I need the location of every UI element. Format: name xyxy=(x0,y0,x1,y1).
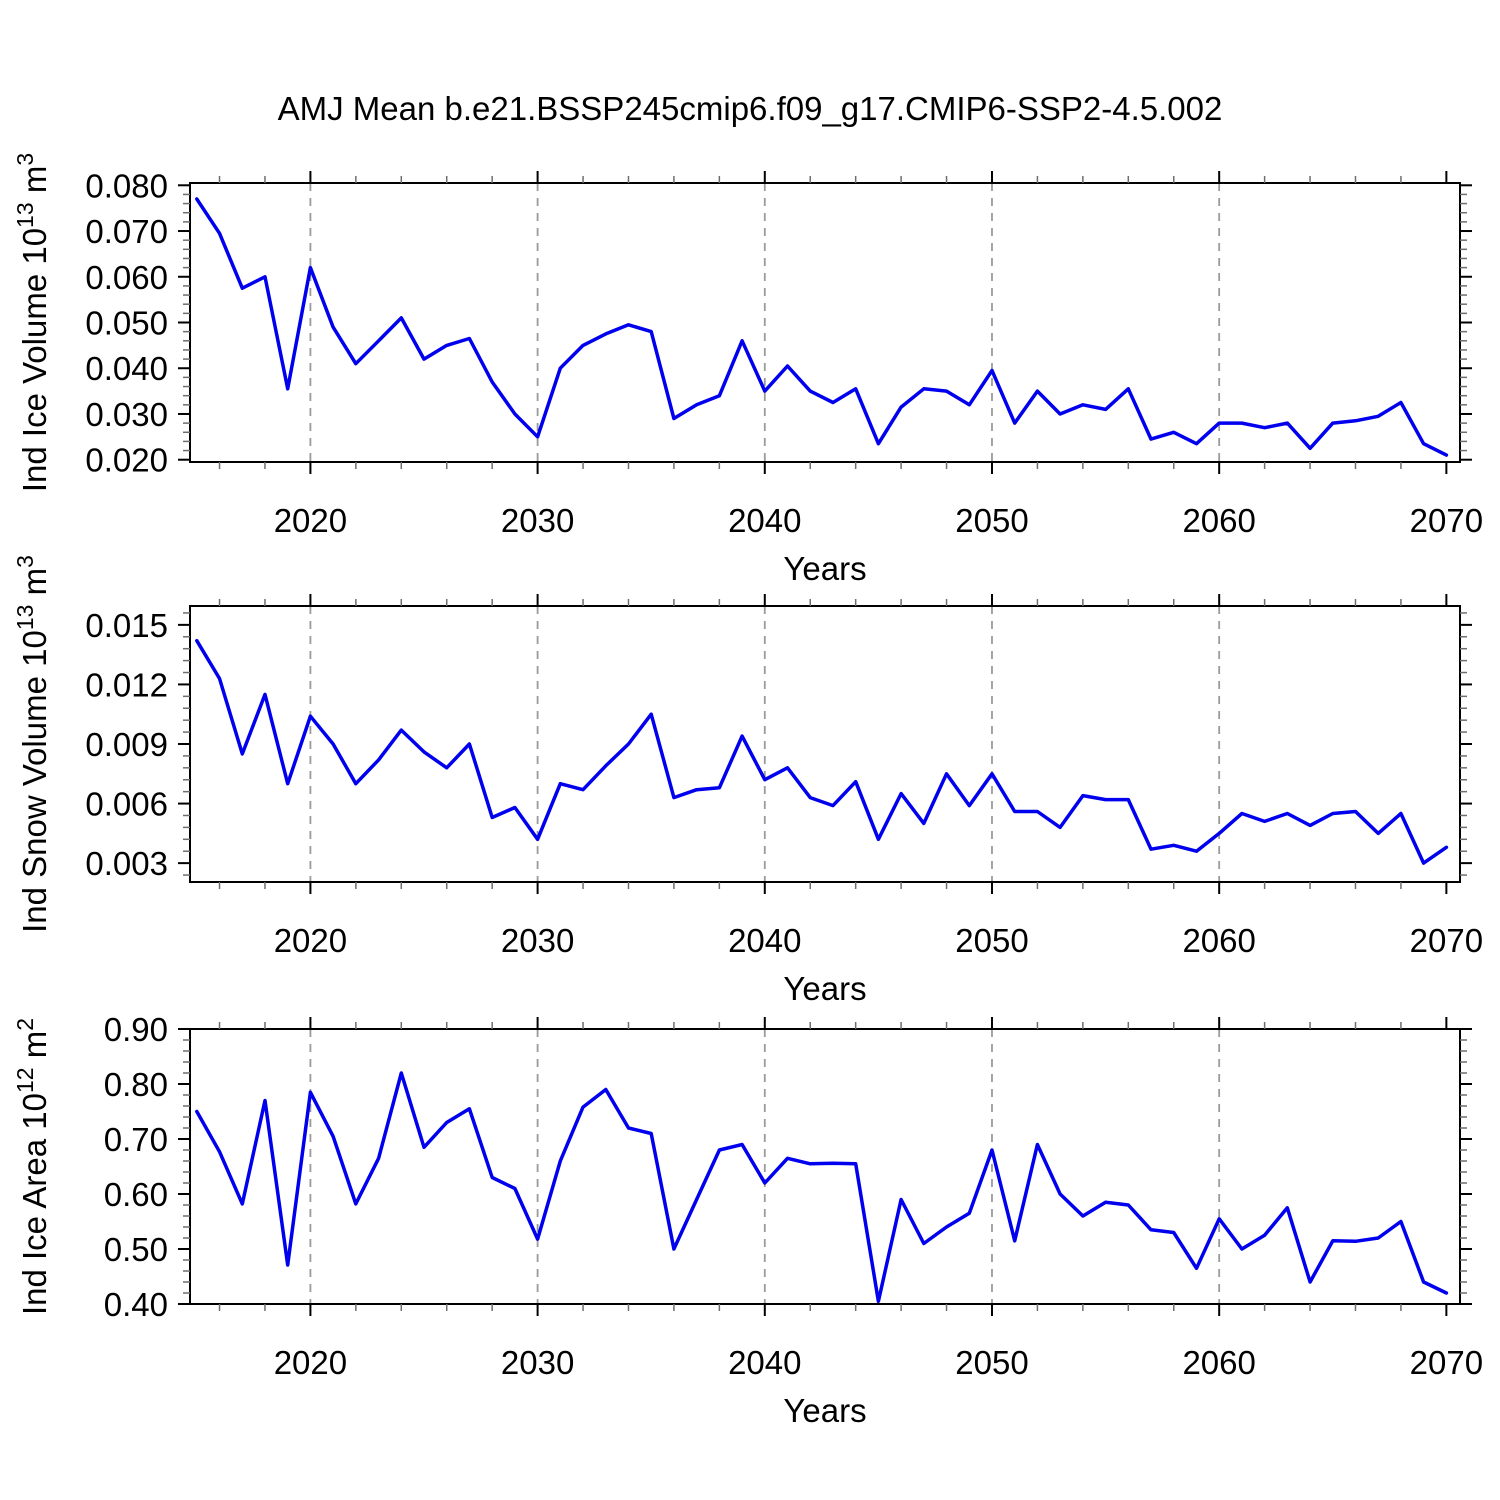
y-tick-label: 0.70 xyxy=(104,1121,168,1158)
x-tick-label: 2070 xyxy=(1410,922,1483,959)
y-tick-label: 0.90 xyxy=(104,1011,168,1048)
x-tick-label: 2060 xyxy=(1182,1344,1255,1381)
x-tick-label: 2030 xyxy=(501,1344,574,1381)
y-tick-label: 0.003 xyxy=(85,845,168,882)
axis-frame xyxy=(189,182,1461,463)
x-axis-title: Years xyxy=(783,550,866,587)
y-tick-label: 0.030 xyxy=(85,396,168,433)
y-tick-label: 0.080 xyxy=(85,167,168,204)
y-tick-label: 0.060 xyxy=(85,259,168,296)
y-tick-label: 0.012 xyxy=(85,666,168,703)
x-tick-label: 2050 xyxy=(955,922,1028,959)
axis-frame xyxy=(189,1028,1461,1305)
panel-snow-volume: 2020 2030 2040 2050 2060 2070 0.003 0.006 0.009 0… xyxy=(12,555,1483,959)
axis-frame xyxy=(189,605,1461,883)
x-tick-label: 2070 xyxy=(1410,502,1483,539)
x-tick-label: 2020 xyxy=(274,502,347,539)
x-tick-label: 2040 xyxy=(728,502,801,539)
x-tick-label: 2060 xyxy=(1182,502,1255,539)
x-axis-title: Years xyxy=(783,1392,866,1429)
y-axis-title: Ind Snow Volume 1013 m3 xyxy=(12,555,53,933)
snow-volume-line xyxy=(195,638,1449,865)
y-tick-label: 0.009 xyxy=(85,726,168,763)
y-tick-label: 0.040 xyxy=(85,350,168,387)
x-tick-label: 2050 xyxy=(955,1344,1028,1381)
y-tick-label: 0.020 xyxy=(85,442,168,479)
y-tick-label: 0.006 xyxy=(85,786,168,823)
y-tick-label: 0.50 xyxy=(104,1231,168,1268)
x-axis-title: Years xyxy=(783,970,866,1007)
x-tick-label: 2020 xyxy=(274,922,347,959)
y-tick-label: 0.015 xyxy=(85,607,168,644)
ice-volume-line xyxy=(195,197,1449,457)
ice-area-line xyxy=(195,1071,1449,1304)
page-title: AMJ Mean b.e21.BSSP245cmip6.f09_g17.CMIP… xyxy=(278,90,1223,127)
x-tick-label: 2050 xyxy=(955,502,1028,539)
x-tick-label: 2030 xyxy=(501,502,574,539)
x-tick-label: 2040 xyxy=(728,922,801,959)
panel-ice-volume: 2020 2030 2040 2050 2060 2070 0.020 0.030 0.040 0… xyxy=(12,153,1483,539)
y-tick-label: 0.80 xyxy=(104,1066,168,1103)
y-tick-label: 0.60 xyxy=(104,1176,168,1213)
y-tick-label: 0.050 xyxy=(85,305,168,342)
y-tick-label: 0.40 xyxy=(104,1286,168,1323)
y-tick-label: 0.070 xyxy=(85,213,168,250)
y-axis-title: Ind Ice Area 1012 m2 xyxy=(12,1018,53,1315)
y-axis-title: Ind Ice Volume 1013 m3 xyxy=(12,153,53,492)
x-tick-label: 2030 xyxy=(501,922,574,959)
x-tick-label: 2060 xyxy=(1182,922,1255,959)
panel-ice-area: 2020 2030 2040 2050 2060 2070 0.40 0.50 0.60 0.70… xyxy=(12,1011,1483,1381)
x-tick-label: 2040 xyxy=(728,1344,801,1381)
x-tick-label: 2070 xyxy=(1410,1344,1483,1381)
x-tick-label: 2020 xyxy=(274,1344,347,1381)
